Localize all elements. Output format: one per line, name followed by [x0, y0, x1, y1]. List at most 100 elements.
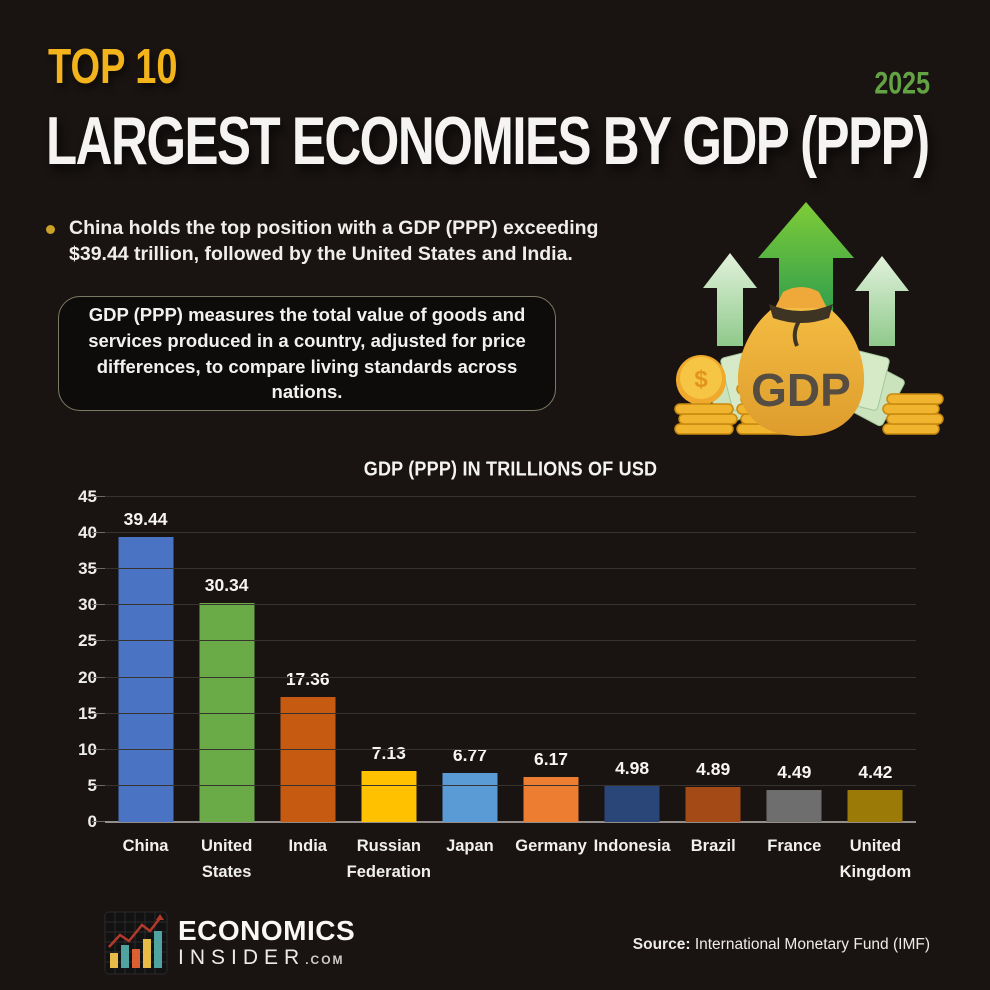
svg-text:$: $ — [694, 366, 708, 393]
bar-value-label: 4.49 — [777, 761, 812, 782]
bar-group-indonesia: 4.98 Indonesia — [592, 497, 673, 855]
bar — [280, 696, 336, 822]
y-axis: 0 5 10 15 20 25 30 35 40 45 — [0, 487, 97, 831]
footer-logo: ECONOMICS INSIDER .COM — [104, 911, 355, 975]
y-axis-tick — [92, 821, 105, 822]
year-badge: 2025 — [874, 66, 930, 101]
bar-group-china: 39.44 China — [105, 497, 186, 855]
bar-value-label: 4.98 — [615, 758, 650, 779]
bar — [847, 790, 903, 822]
source-value: International Monetary Fund (IMF) — [694, 936, 930, 953]
logo-wordmark: ECONOMICS INSIDER .COM — [178, 916, 355, 969]
intro-bullet-text: China holds the top position with a GDP … — [69, 217, 599, 265]
y-axis-tick — [92, 784, 105, 786]
bar-value-label: 17.36 — [285, 668, 330, 689]
bar-value-label: 4.42 — [858, 762, 893, 783]
gdp-growth-illustration: $ GDP — [674, 202, 944, 436]
y-tick-label: 35 — [78, 559, 97, 579]
y-tick-label: 0 — [88, 812, 97, 832]
coin-stack-left-icon — [674, 403, 738, 435]
intro-bullet: China holds the top position with a GDP … — [46, 216, 606, 267]
y-tick-label: 10 — [78, 739, 97, 759]
logo-insider-text: INSIDER — [178, 945, 306, 969]
gridline — [105, 676, 916, 678]
y-tick-label: 25 — [78, 631, 97, 651]
bar-group-brazil: 4.89 Brazil — [673, 497, 754, 855]
y-tick-label: 45 — [78, 487, 97, 506]
gdp-definition-box: GDP (PPP) measures the total value of go… — [58, 296, 556, 411]
bar-value-label: 30.34 — [204, 574, 249, 595]
y-axis-tick — [92, 640, 105, 642]
x-axis-label: United Kingdom — [839, 837, 912, 881]
y-axis-tick — [92, 712, 105, 714]
bar-group-france: 4.49 France — [754, 497, 835, 855]
bar-group-japan: 6.77 Japan — [429, 497, 510, 855]
gridline — [105, 640, 916, 642]
gridline — [105, 784, 916, 786]
gridline — [105, 604, 916, 606]
y-tick-label: 30 — [78, 595, 97, 615]
bar-value-label: 4.89 — [696, 758, 731, 779]
x-axis-label: Russian Federation — [346, 837, 431, 881]
y-tick-label: 40 — [78, 523, 97, 543]
source-label: Source: — [632, 936, 691, 953]
bar-group-russian-federation: 7.13 Russian Federation — [347, 497, 431, 881]
x-axis-label: Brazil — [690, 837, 736, 855]
x-axis-label: Japan — [446, 837, 494, 855]
svg-text:GDP: GDP — [751, 364, 851, 416]
economics-insider-logo-icon — [104, 911, 168, 975]
x-axis-label: China — [122, 837, 169, 855]
gridline — [105, 568, 916, 570]
bar — [442, 773, 498, 822]
x-axis-label: France — [767, 837, 822, 855]
chart-title: GDP (PPP) IN TRILLIONS OF USD — [363, 457, 658, 480]
y-tick-label: 5 — [88, 776, 97, 796]
y-axis-tick — [92, 568, 105, 570]
gridline — [105, 532, 916, 534]
y-axis-tick — [92, 748, 105, 750]
bar-group-germany: 6.17 Germany — [510, 497, 591, 855]
bar-group-united-kingdom: 4.42 United Kingdom — [835, 497, 916, 880]
gdp-definition-text: GDP (PPP) measures the total value of go… — [88, 304, 526, 403]
bar — [118, 537, 174, 822]
money-bag-icon: GDP — [737, 287, 865, 436]
gridline — [105, 748, 916, 750]
logo-economics-text: ECONOMICS — [178, 915, 356, 947]
gridline — [105, 496, 916, 497]
bar — [604, 786, 660, 822]
right-arrow-icon — [855, 256, 909, 346]
x-axis-label: United States — [200, 837, 253, 881]
bar-value-label: 39.44 — [123, 509, 168, 530]
bar-value-label: 6.77 — [452, 745, 487, 766]
bar — [523, 777, 579, 822]
bar — [766, 789, 822, 822]
bars-container: 39.44 China 30.34 United States 17.36 India 7.… — [105, 497, 916, 881]
x-axis-label: India — [288, 837, 327, 855]
y-axis-tick — [92, 604, 105, 606]
x-axis-label: Germany — [515, 837, 587, 855]
kicker-top10: TOP 10 — [48, 40, 178, 95]
bar-group-united-states: 30.34 United States — [186, 497, 267, 881]
y-tick-label: 20 — [78, 667, 97, 687]
bar-value-label: 6.17 — [533, 749, 569, 770]
dollar-coin-icon: $ — [676, 355, 726, 405]
source-text: Source: International Monetary Fund (IMF… — [633, 936, 930, 954]
y-axis-tick — [92, 532, 105, 534]
y-tick-label: 15 — [78, 703, 97, 723]
bar-value-label: 7.13 — [371, 742, 406, 763]
bar-group-india: 17.36 India — [267, 497, 348, 855]
x-axis-label: Indonesia — [593, 837, 671, 855]
x-axis-line — [105, 821, 916, 823]
y-axis-tick — [92, 496, 105, 497]
coin-stack-right-icon — [882, 393, 944, 435]
gridline — [105, 712, 916, 714]
y-axis-tick — [92, 676, 105, 678]
bar — [361, 770, 417, 822]
bullet-dot-icon — [46, 225, 55, 234]
bar — [685, 786, 741, 822]
left-arrow-icon — [703, 253, 757, 346]
page-title: LARGEST ECONOMIES BY GDP (PPP) — [46, 103, 930, 179]
logo-com-text: .COM — [305, 952, 345, 967]
chart-plot: 39.44 China 30.34 United States 17.36 India 7.… — [92, 496, 916, 881]
